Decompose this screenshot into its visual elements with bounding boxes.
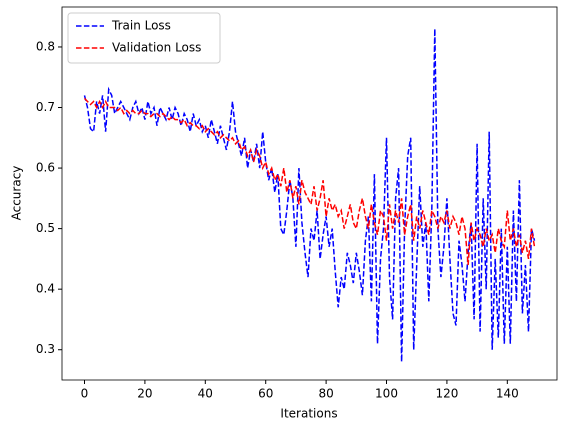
legend-label: Train Loss bbox=[111, 19, 171, 33]
x-tick-label: 0 bbox=[81, 387, 89, 401]
y-tick-label: 0.3 bbox=[36, 342, 55, 356]
legend-box bbox=[67, 12, 221, 64]
y-tick-label: 0.7 bbox=[36, 100, 55, 114]
line-series bbox=[83, 97, 536, 266]
y-tick-label: 0.6 bbox=[36, 161, 55, 175]
x-tick-label: 120 bbox=[435, 387, 458, 401]
y-tick-label: 0.5 bbox=[36, 221, 55, 235]
y-axis-label: Accuracy bbox=[10, 166, 24, 221]
x-tick-label: 80 bbox=[318, 387, 333, 401]
x-tick-label: 20 bbox=[137, 387, 152, 401]
plot-frame bbox=[61, 6, 558, 381]
legend-label: Validation Loss bbox=[112, 41, 201, 55]
x-tick-label: 100 bbox=[375, 387, 398, 401]
x-tick-label: 40 bbox=[198, 387, 213, 401]
x-axis-label: Iterations bbox=[280, 407, 337, 421]
x-tick-label: 60 bbox=[258, 387, 273, 401]
y-tick-label: 0.8 bbox=[36, 39, 55, 53]
line-series bbox=[83, 28, 536, 362]
x-tick-label: 140 bbox=[496, 387, 519, 401]
y-tick-label: 0.4 bbox=[36, 282, 55, 296]
